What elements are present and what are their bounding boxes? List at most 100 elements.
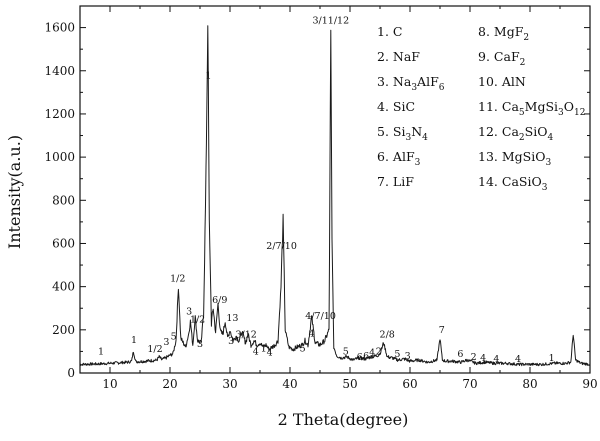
legend-formula-part: MgSi (525, 99, 558, 114)
x-tick-label-20: 20 (162, 377, 177, 391)
legend-entry-number: 10. (478, 74, 498, 89)
peak-label: 4/7/10 (305, 311, 336, 322)
legend-entry-number: 8. (478, 24, 490, 39)
x-tick-label-10: 10 (102, 377, 117, 391)
x-tick-label-80: 80 (522, 377, 537, 391)
peak-label: 2/7/10 (266, 241, 297, 252)
peak-label: 5 (171, 332, 177, 343)
peak-label: 1 (549, 353, 555, 364)
legend-entry: 4. SiC (377, 99, 415, 114)
y-tick-label-0: 0 (67, 366, 75, 380)
legend-entry: 3. Na3AlF6 (377, 74, 445, 93)
peak-label: 13 (226, 313, 238, 324)
x-tick-label-70: 70 (462, 377, 477, 391)
peak-label: 4 (253, 347, 259, 358)
legend-formula-part: 6 (439, 83, 445, 93)
x-tick-label-40: 40 (282, 377, 297, 391)
legend-entry: 11. Ca5MgSi3O12 (478, 99, 585, 118)
legend-entry-number: 5. (377, 124, 389, 139)
legend-entry: 2. NaF (377, 49, 420, 64)
legend-formula-part: AlF (392, 149, 415, 164)
x-tick-label-90: 90 (582, 377, 597, 391)
peak-label: 1 (261, 343, 267, 354)
legend-entry: 6. AlF3 (377, 149, 421, 168)
peak-label: 5 (394, 349, 400, 360)
legend-formula-part: C (393, 24, 403, 39)
legend-entry: 7. LiF (377, 174, 414, 189)
peak-label: 3 (186, 307, 192, 318)
legend-formula-part: 4 (547, 133, 553, 143)
peak-label: 3/11/12 (312, 15, 349, 26)
legend-formula-part: AlF (416, 74, 439, 89)
legend-entry: 9. CaF2 (478, 49, 525, 68)
peak-label: 4 (515, 354, 521, 365)
peak-label: 6/9 (212, 295, 227, 306)
legend-entry: 12. Ca2SiO4 (478, 124, 553, 143)
peak-label: 1/2 (190, 314, 205, 325)
peak-label: 3 (163, 337, 169, 348)
peak-label: 6 (363, 351, 369, 362)
x-tick-label-60: 60 (402, 377, 417, 391)
x-tick-label-30: 30 (222, 377, 237, 391)
legend-formula-part: LiF (393, 174, 414, 189)
y-tick-label-1400: 1400 (44, 64, 75, 78)
legend-formula-part: 3 (411, 83, 417, 93)
y-axis-title: Intensity(a.u.) (5, 135, 24, 249)
legend-entry-number: 14. (478, 174, 498, 189)
legend-entry-number: 1. (377, 24, 389, 39)
series-line-0 (79, 25, 591, 367)
legend-entry-number: 11. (478, 99, 498, 114)
peak-label: 3 (405, 351, 411, 362)
y-tick-label-800: 800 (52, 193, 75, 207)
legend-entry-number: 2. (377, 49, 389, 64)
peak-label: 4 (309, 328, 315, 339)
legend-entry-number: 3. (377, 74, 389, 89)
peak-label: 3/12 (236, 329, 257, 340)
legend-entry: 13. MgSiO3 (478, 149, 552, 168)
plot-frame (79, 5, 591, 374)
legend-entry-number: 6. (377, 149, 389, 164)
legend-entry-number: 7. (377, 174, 389, 189)
legend-formula-part: 3 (405, 133, 411, 143)
legend-entry-number: 12. (478, 124, 498, 139)
y-tick-label-600: 600 (52, 236, 75, 250)
peak-label: 4 (267, 348, 273, 359)
legend-formula-part: SiC (393, 99, 415, 114)
legend-entry: 8. MgF2 (478, 24, 529, 43)
legend-formula-part: SiO (525, 124, 548, 139)
legend-formula-part: 2 (520, 58, 526, 68)
peak-label: 1 (205, 70, 211, 81)
legend-formula-part: 3 (558, 108, 564, 118)
legend-formula-part: Na (393, 74, 412, 89)
peak-label: 4 (493, 354, 499, 365)
axes-group: 10 20 30 40 50 60 70 80 90 0 200 400 600 800 1000 1200 1… (44, 5, 598, 391)
legend-entry: 14. CaSiO3 (478, 174, 548, 193)
legend-entry-number: 4. (377, 99, 389, 114)
x-tick-label-50: 50 (342, 377, 357, 391)
legend-formula-part: AlN (501, 74, 526, 89)
legend-entry-number: 13. (478, 149, 498, 164)
legend-entry: 10. AlN (478, 74, 526, 89)
y-tick-label-400: 400 (52, 280, 75, 294)
legend-formula-part: 2 (523, 33, 529, 43)
legend-formula-part: O (564, 99, 574, 114)
legend-entry: 1. C (377, 24, 403, 39)
peak-label: 5 (300, 343, 306, 354)
peak-label: 1 (98, 347, 104, 358)
legend-entry-number: 9. (478, 49, 490, 64)
legend-entry: 5. Si3N4 (377, 124, 428, 143)
legend-formula-part: NaF (393, 49, 420, 64)
y-tick-label-1000: 1000 (44, 150, 75, 164)
legend-formula-part: 4 (422, 133, 428, 143)
peak-label: 4 (480, 353, 486, 364)
legend-formula-part: MgF (494, 24, 524, 39)
peak-label: 3 (228, 336, 234, 347)
peak-label: 4 (369, 348, 375, 359)
peak-label: 6 (357, 352, 363, 363)
peak-label: 3 (197, 339, 203, 350)
peak-label: 1/2 (170, 273, 185, 284)
